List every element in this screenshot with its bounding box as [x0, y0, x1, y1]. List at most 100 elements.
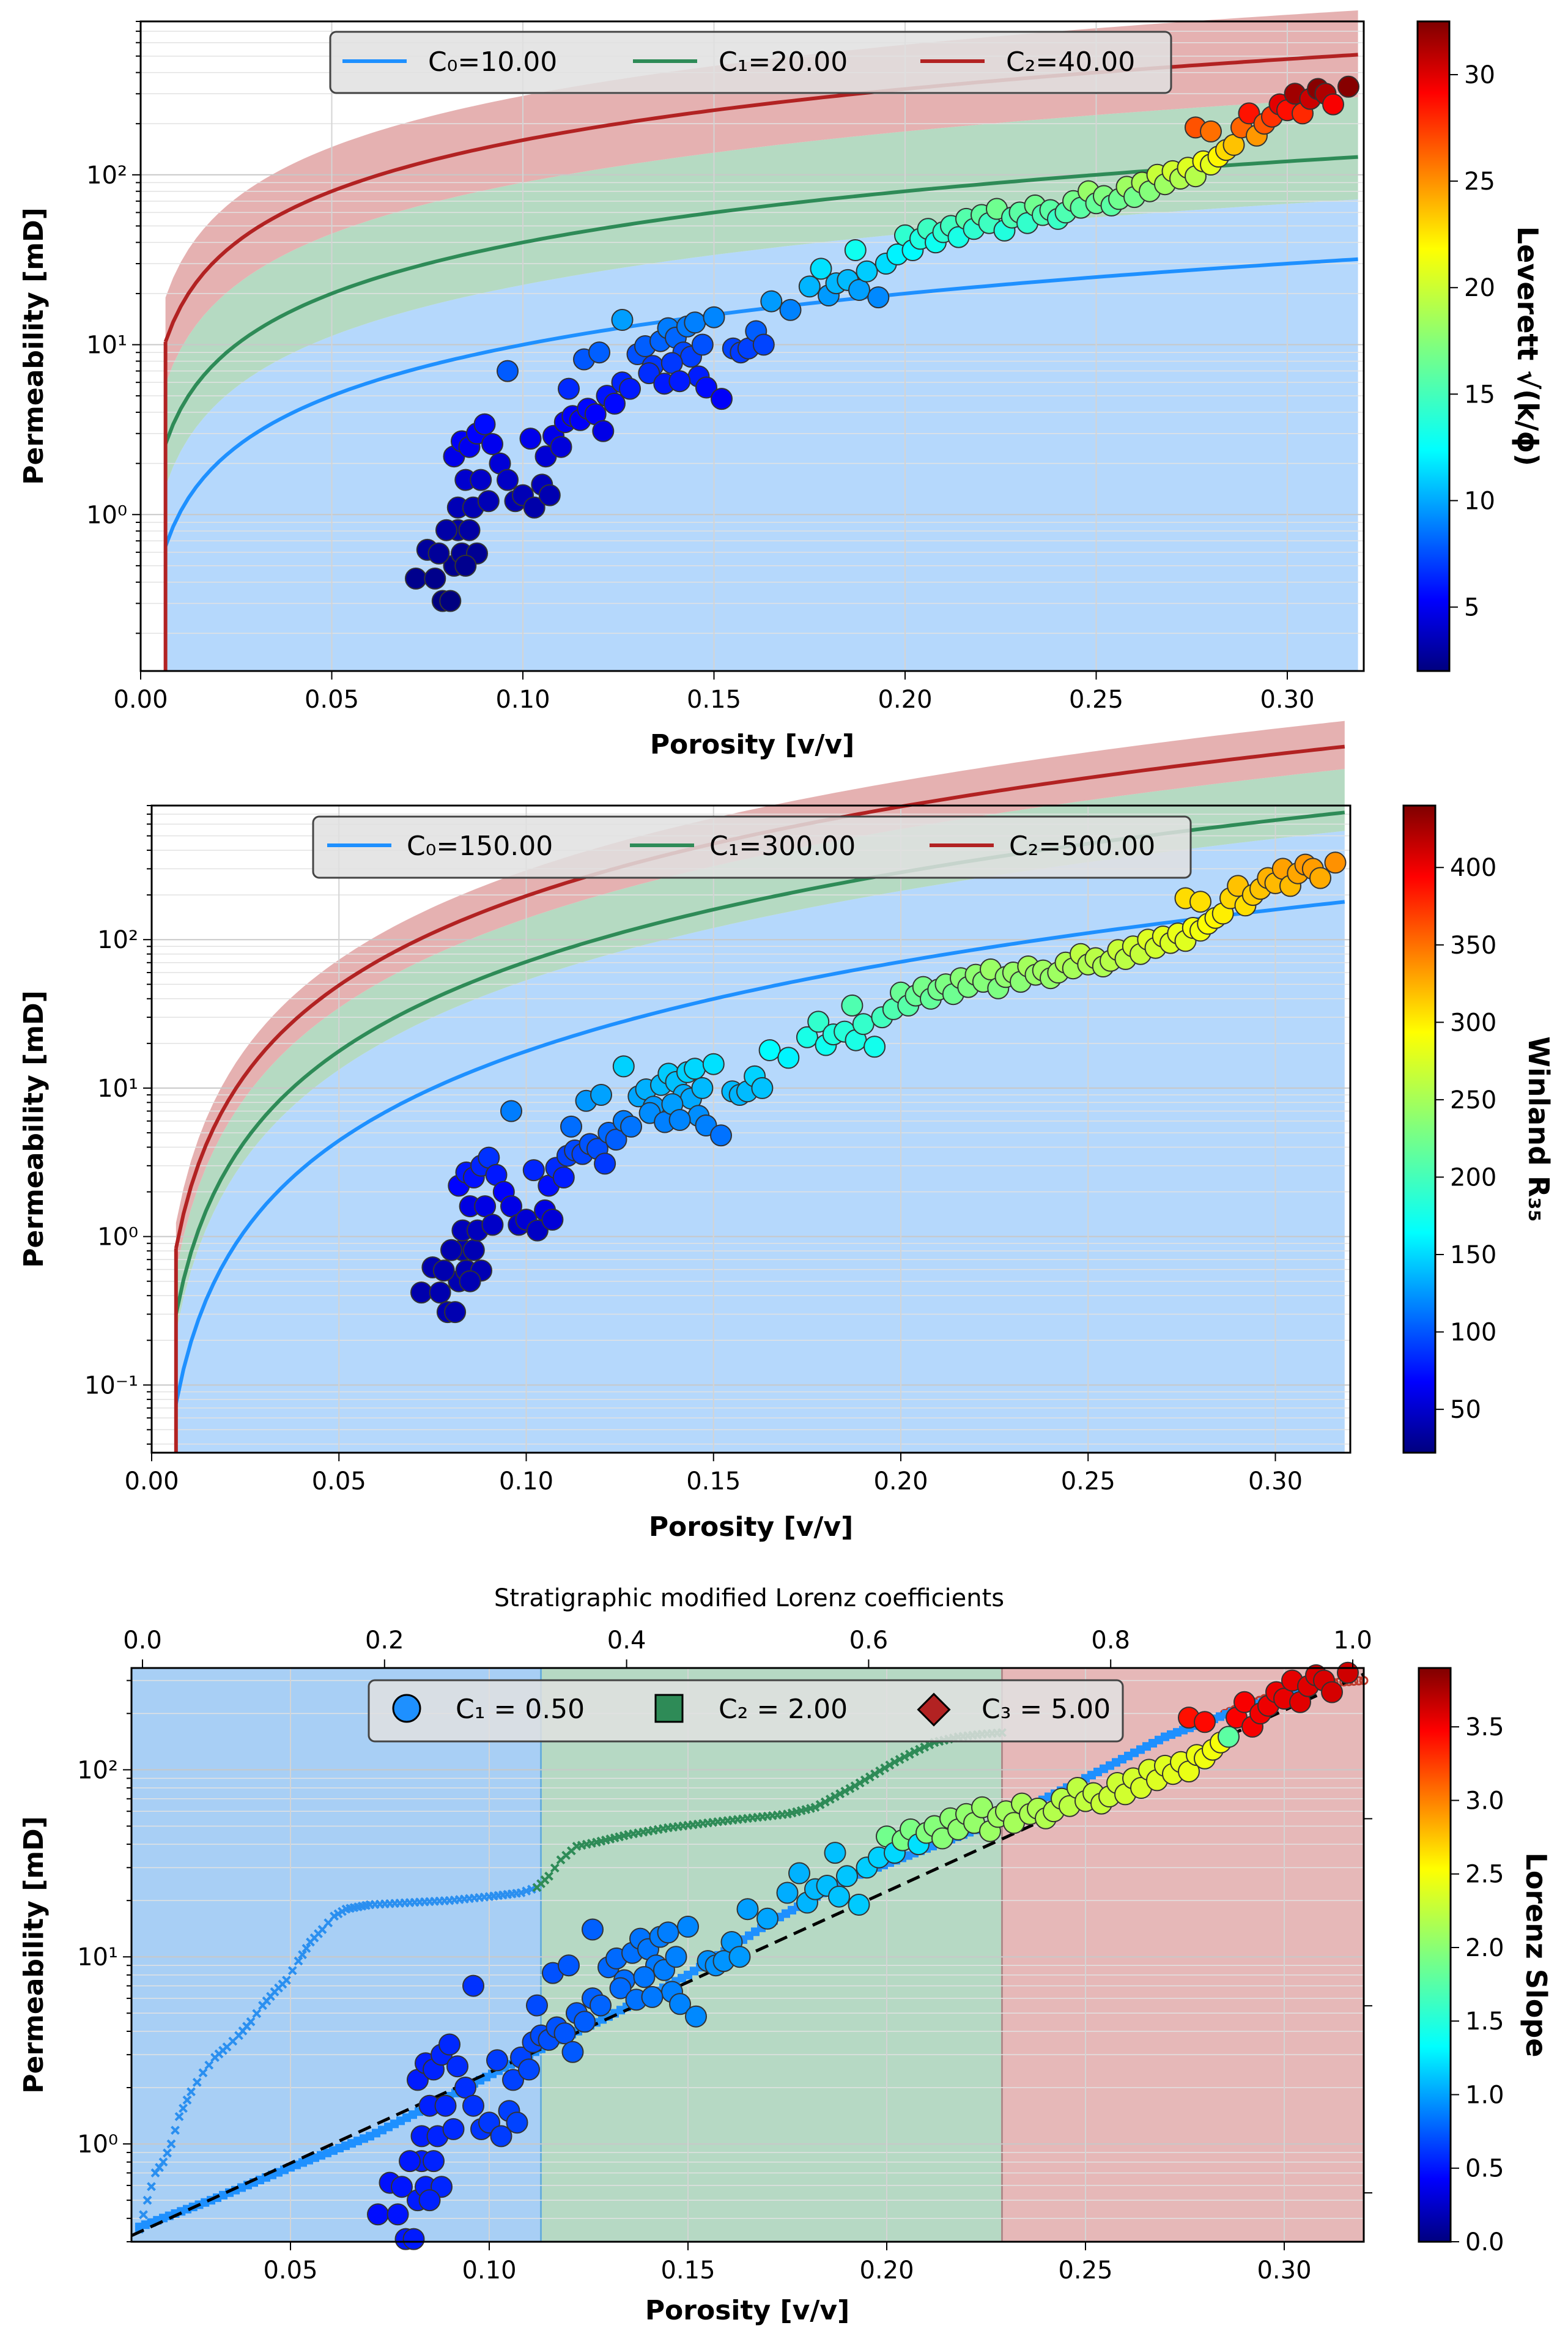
data-point — [758, 1039, 781, 1061]
data-point — [1200, 120, 1222, 143]
y-tick-label: 10⁰ — [86, 501, 127, 529]
data-point — [440, 1239, 462, 1261]
data-point — [444, 1301, 467, 1324]
data-point — [427, 542, 450, 565]
data-point — [553, 2022, 576, 2045]
lorenz-trace-marker — [142, 2195, 152, 2205]
data-point — [1194, 1711, 1216, 1733]
lorenz-trace-marker — [171, 2126, 180, 2135]
colorbar-tick-label: 400 — [1450, 854, 1496, 882]
colorbar-tick-label: 1.5 — [1465, 2007, 1504, 2036]
colorbar-tick-label: 1.0 — [1465, 2081, 1504, 2109]
data-point — [752, 333, 775, 356]
data-point — [462, 2094, 484, 2117]
lorenz-trace-marker — [287, 1966, 297, 1976]
data-point — [788, 1862, 810, 1885]
x-tick-label: 0.15 — [660, 2256, 715, 2285]
data-point — [776, 1881, 799, 1904]
data-point — [677, 1915, 699, 1938]
data-point — [550, 436, 572, 458]
lorenz-trace-marker — [840, 1786, 850, 1796]
data-point — [711, 388, 733, 410]
lorenz-trace-marker — [850, 1781, 860, 1791]
x-tick-label: 0.25 — [1069, 686, 1123, 714]
lorenz-trace-marker — [182, 2095, 192, 2105]
data-point — [526, 1994, 548, 2017]
data-point — [519, 428, 542, 450]
legend-label-c2: C₂ = 2.00 — [719, 1694, 848, 1725]
panel-lorenz: 0.05 0.10 0.15 0.20 0.25 0.30 10⁰ 10¹ 10² Strati… — [18, 1584, 1553, 2326]
lorenz-trace-marker — [550, 1863, 560, 1873]
x-tick-label: 0.15 — [686, 1467, 741, 1496]
colorbar: 5 10 15 20 25 30 Leverett √(k/ϕ) — [1416, 20, 1544, 672]
y-tick-label: 10⁻¹ — [84, 1371, 138, 1399]
colorbar-tick-label: 0.5 — [1465, 2155, 1504, 2183]
lorenz-trace-marker — [860, 1775, 870, 1785]
data-point — [807, 1010, 830, 1033]
data-point — [810, 258, 832, 280]
data-point — [1324, 851, 1347, 874]
data-point — [1337, 1661, 1359, 1684]
lorenz-trace-marker — [900, 1752, 909, 1762]
y-tick-label: 10⁰ — [77, 2130, 118, 2159]
colorbar-tick-label: 150 — [1450, 1241, 1496, 1269]
data-point — [434, 2094, 457, 2117]
data-point — [561, 2041, 584, 2063]
legend-label-c1: C₁ = 0.50 — [456, 1694, 585, 1725]
data-point — [867, 286, 890, 309]
data-point — [728, 1946, 751, 1968]
data-point — [668, 1109, 691, 1131]
data-point — [798, 275, 821, 298]
data-point — [590, 1994, 612, 2017]
colorbar-tick-label: 10 — [1464, 487, 1495, 515]
data-point — [633, 1966, 656, 1989]
lorenz-trace-marker — [904, 1749, 914, 1759]
data-point — [560, 1115, 582, 1138]
x-axis-label: Porosity [v/v] — [649, 1511, 853, 1543]
lorenz-trace-marker — [895, 1755, 904, 1764]
data-point — [558, 1954, 580, 1977]
data-point — [1322, 93, 1344, 116]
lorenz-trace-marker — [880, 1763, 890, 1773]
data-point — [695, 376, 717, 399]
x-tick-label: 0.30 — [1257, 2256, 1311, 2285]
colorbar-tick-label: 350 — [1450, 932, 1496, 960]
colorbar-tick-label: 2.0 — [1465, 1934, 1504, 1962]
data-point — [500, 1195, 522, 1218]
data-point — [462, 1974, 484, 1997]
top-tick-label: 0.8 — [1091, 1626, 1130, 1655]
lorenz-trace-marker — [294, 1956, 303, 1966]
data-point — [432, 1259, 455, 1282]
data-point — [1189, 891, 1211, 913]
data-point — [446, 2055, 468, 2078]
data-point — [756, 1907, 778, 1930]
x-tick-label: 0.05 — [263, 2256, 317, 2285]
y-tick-label: 10¹ — [77, 1943, 118, 1971]
panel-leverett: 0.00 0.05 0.10 0.15 0.20 0.25 0.30 10⁰ 10¹ 10² Pe… — [18, 10, 1544, 760]
lorenz-trace-marker — [174, 2111, 184, 2121]
data-point — [828, 1885, 850, 1908]
lorenz-trace-marker — [158, 2157, 168, 2167]
data-point — [609, 1977, 632, 2000]
data-point — [836, 1865, 858, 1888]
lorenz-trace-marker — [163, 2148, 172, 2158]
x-tick-label: 0.10 — [495, 686, 550, 714]
colorbar-tick-label: 250 — [1450, 1086, 1496, 1114]
data-point — [641, 1985, 664, 2008]
legend-label-c1: C₁=300.00 — [709, 831, 856, 862]
data-point — [848, 1894, 870, 1916]
data-point — [367, 2203, 389, 2226]
data-point — [605, 1129, 627, 1151]
data-point — [751, 1077, 774, 1099]
legend-marker-c1 — [392, 1694, 421, 1723]
lorenz-trace-marker — [192, 2077, 202, 2087]
lorenz-trace-marker — [870, 1769, 879, 1779]
top-tick-label: 1.0 — [1333, 1626, 1372, 1655]
x-tick-label: 0.25 — [1058, 2256, 1112, 2285]
colorbar-tick-label: 100 — [1450, 1319, 1496, 1347]
lorenz-trace-marker — [920, 1742, 930, 1752]
lorenz-trace-marker — [885, 1760, 895, 1770]
colorbar: 50 100 150 200 250 300 350 400 Winland R₃₅ — [1402, 804, 1555, 1454]
data-point — [1309, 867, 1331, 889]
y-axis-label: Permeability [mD] — [18, 1816, 50, 2094]
